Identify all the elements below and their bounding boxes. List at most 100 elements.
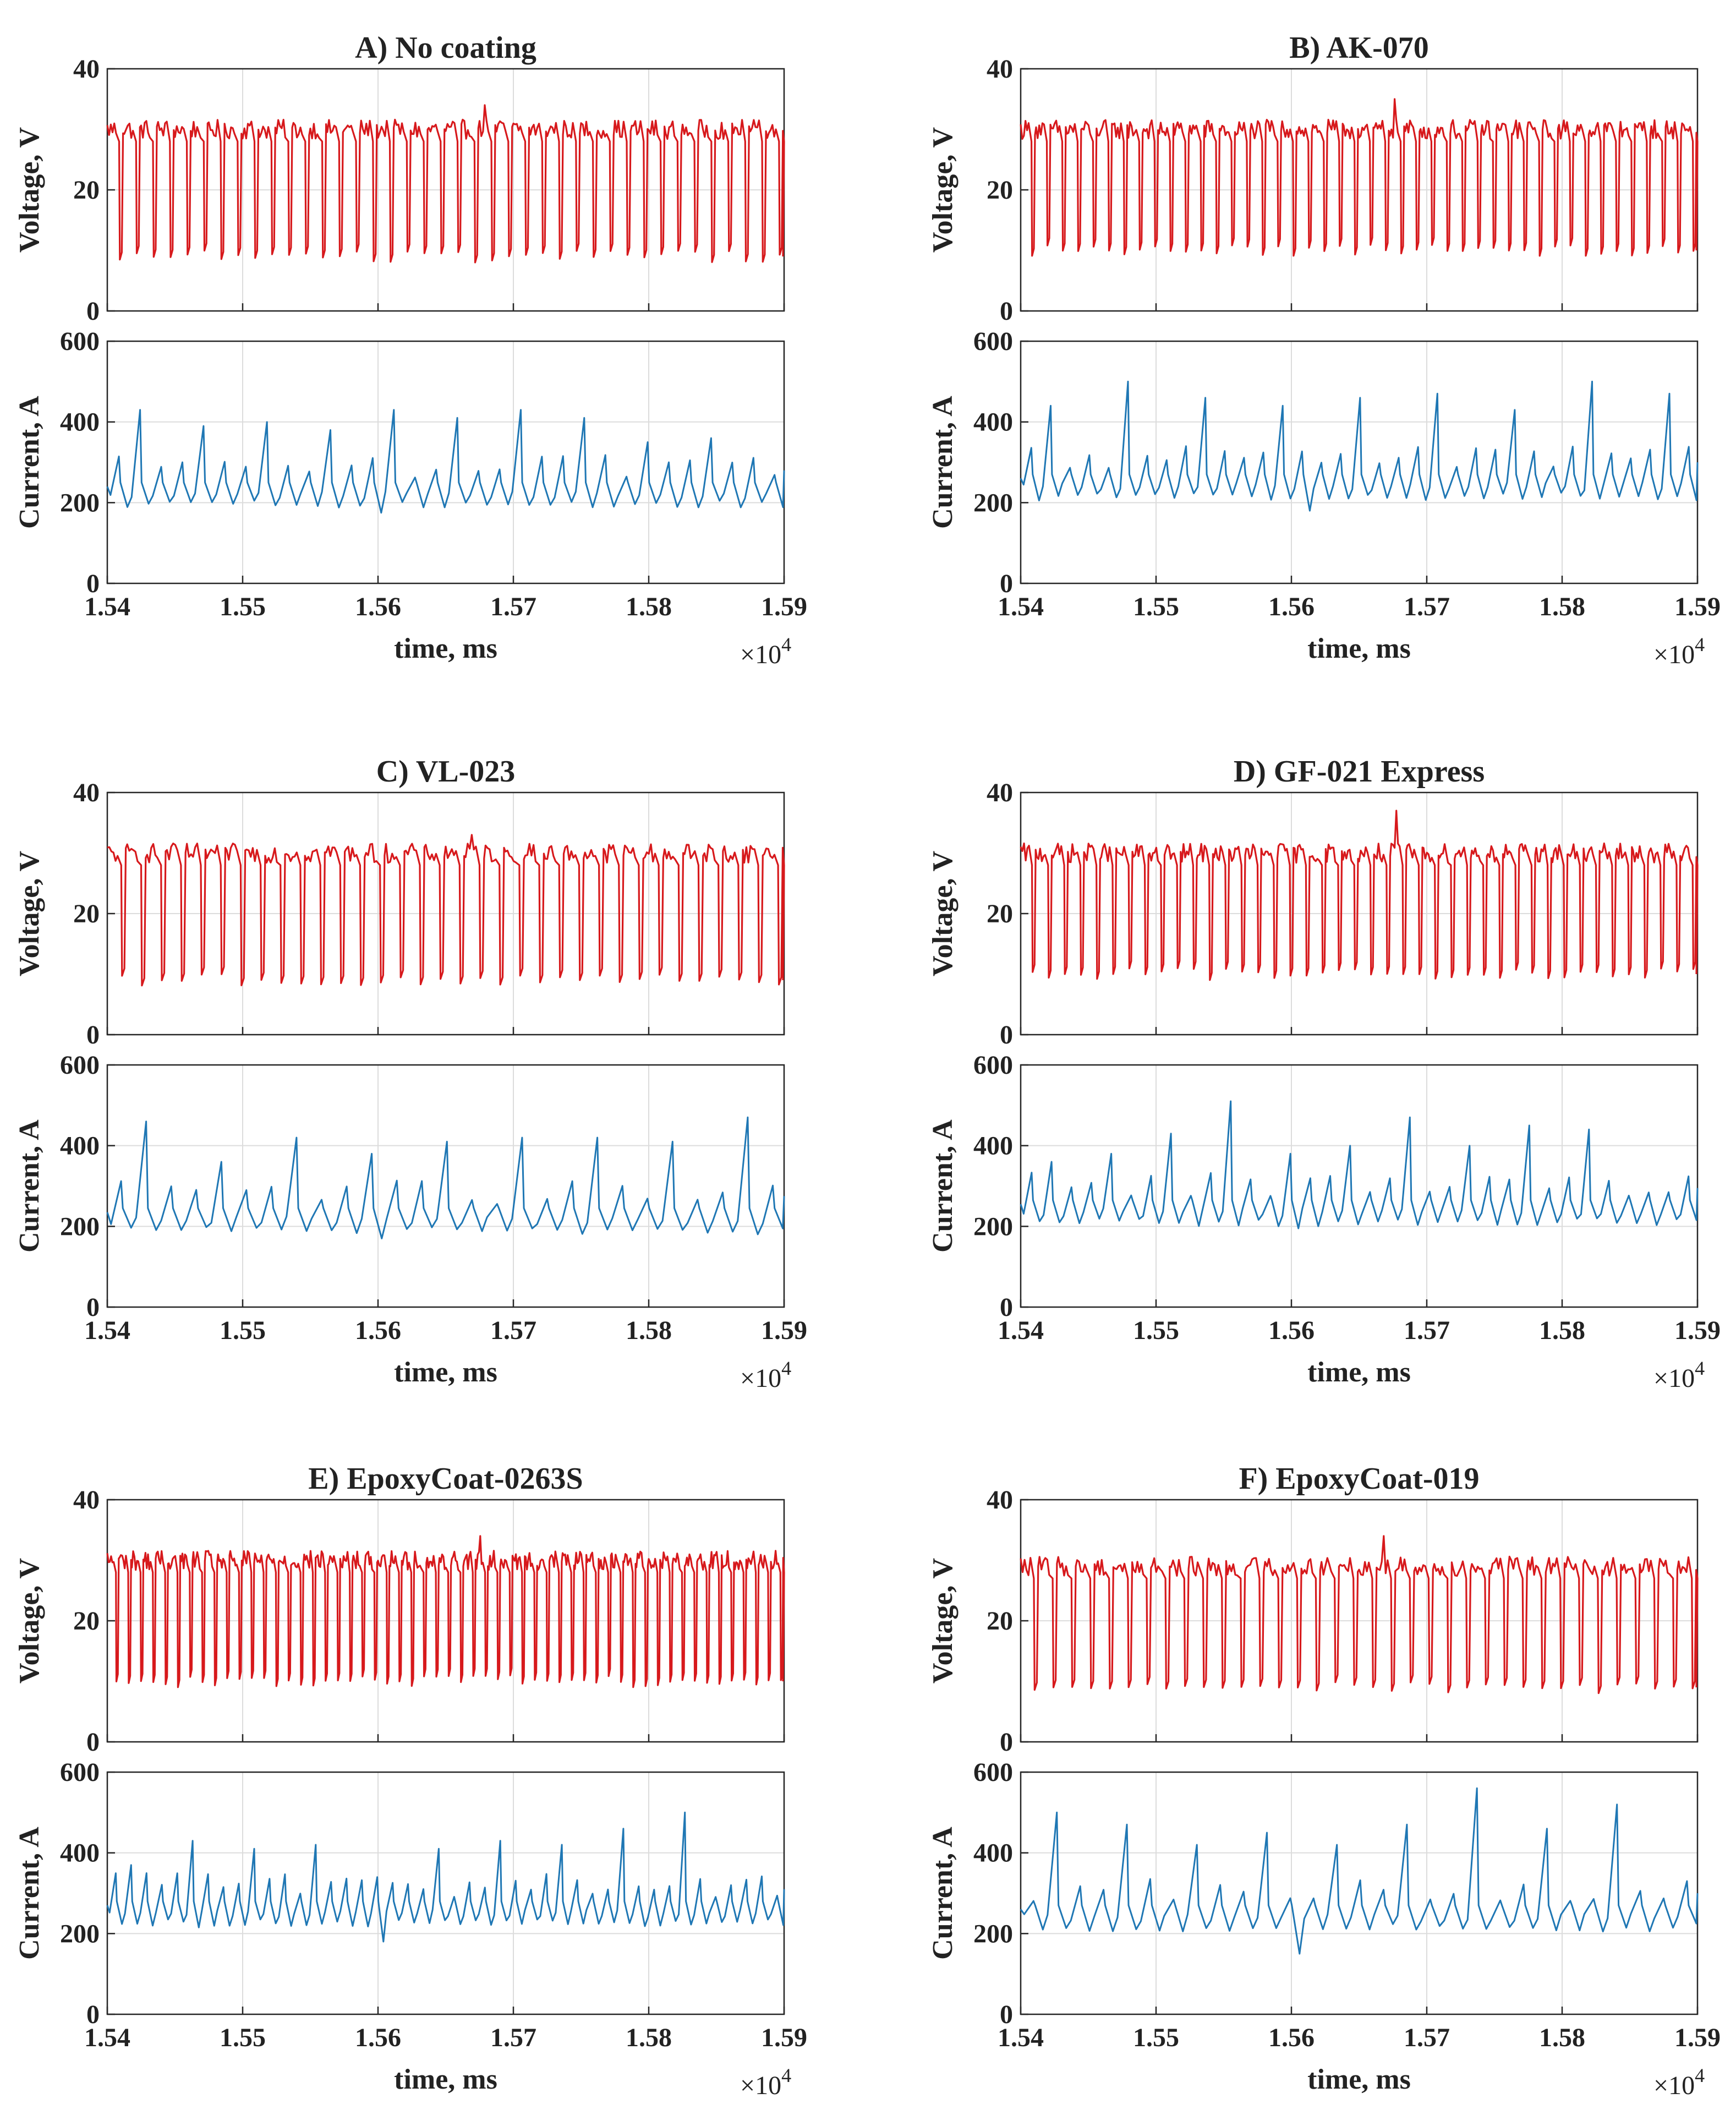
current-y-tick-label: 600	[60, 1051, 100, 1080]
x-tick-label: 1.58	[1539, 2023, 1585, 2052]
x-tick-label: 1.58	[626, 2023, 672, 2052]
current-y-tick-label: 400	[60, 408, 100, 437]
x-tick-label: 1.58	[1539, 1316, 1585, 1345]
x-axis-multiplier: ×104	[740, 633, 791, 669]
voltage-series-line	[106, 1535, 785, 1688]
x-axis-label: time, ms	[394, 1357, 497, 1388]
x-tick-label: 1.57	[1404, 2023, 1450, 2052]
voltage-axis-label: Voltage, V	[14, 1558, 45, 1684]
x-axis-label: time, ms	[394, 2064, 497, 2095]
x-axis-label: time, ms	[1307, 633, 1411, 664]
voltage-y-tick-label: 20	[987, 899, 1013, 928]
panel-d: D) GF-021 Express 0 20 40 Voltage, V 0 200 400 6…	[927, 755, 1721, 1393]
x-tick-label: 1.54	[84, 2023, 130, 2052]
current-axis-label: Current, A	[14, 1827, 45, 1960]
current-y-tick-label: 200	[973, 1919, 1013, 1948]
multiplier-exponent: 4	[781, 1357, 791, 1379]
multiplier-base: ×10	[740, 640, 781, 669]
x-tick-label: 1.54	[84, 1316, 130, 1345]
voltage-series-line	[107, 834, 785, 987]
x-tick-label: 1.57	[1404, 592, 1450, 621]
current-y-tick-label: 600	[60, 327, 100, 356]
x-tick-label: 1.54	[998, 2023, 1044, 2052]
x-tick-label: 1.54	[998, 1316, 1044, 1345]
voltage-axis-label: Voltage, V	[14, 127, 45, 253]
x-tick-label: 1.59	[761, 1316, 807, 1345]
panel-f: F) EpoxyCoat-019 0 20 40 Voltage, V 0 200 400 60…	[927, 1462, 1721, 2100]
voltage-axis-label: Voltage, V	[14, 851, 45, 976]
current-subplot: 0 200 400 600 1.54 1.55 1.56 1.57 1.58 1.59 Curren…	[14, 327, 807, 621]
multiplier-base: ×10	[740, 1364, 781, 1393]
current-y-tick-label: 200	[60, 1919, 100, 1948]
voltage-y-tick-label: 0	[1000, 297, 1013, 326]
voltage-axis-label: Voltage, V	[927, 127, 959, 253]
current-y-tick-label: 600	[973, 1758, 1013, 1787]
current-y-tick-label: 200	[973, 1212, 1013, 1241]
x-tick-label: 1.59	[761, 2023, 807, 2052]
x-tick-label: 1.58	[626, 592, 672, 621]
voltage-y-tick-label: 20	[73, 1606, 100, 1636]
multiplier-base: ×10	[1653, 640, 1695, 669]
x-tick-label: 1.54	[998, 592, 1044, 621]
current-subplot: 0 200 400 600 1.54 1.55 1.56 1.57 1.58 1.59 Curren…	[927, 1758, 1721, 2052]
panel-title: A) No coating	[355, 31, 536, 65]
multiplier-base: ×10	[740, 2071, 781, 2100]
current-axes-frame	[106, 340, 785, 584]
current-series-line	[1020, 1100, 1699, 1229]
multiplier-exponent: 4	[1695, 2064, 1705, 2086]
x-tick-label: 1.59	[1674, 2023, 1721, 2052]
voltage-y-tick-label: 40	[987, 54, 1013, 84]
multiplier-exponent: 4	[781, 2064, 791, 2086]
current-subplot: 0 200 400 600 1.54 1.55 1.56 1.57 1.58 1.59 Curren…	[14, 1051, 807, 1345]
current-y-tick-label: 600	[60, 1758, 100, 1787]
current-axis-label: Current, A	[927, 1827, 959, 1960]
current-series-line	[106, 1811, 785, 1943]
x-tick-label: 1.55	[1133, 592, 1179, 621]
voltage-subplot: 0 20 40 Voltage, V	[14, 1485, 785, 1757]
x-axis-multiplier: ×104	[1653, 2064, 1705, 2100]
x-axis-multiplier: ×104	[1653, 1357, 1705, 1393]
voltage-y-tick-label: 0	[1000, 1020, 1013, 1050]
current-y-tick-label: 200	[973, 488, 1013, 517]
panel-title: B) AK-070	[1289, 31, 1429, 65]
x-tick-label: 1.56	[355, 2023, 401, 2052]
current-axes-frame	[1020, 1064, 1699, 1308]
current-y-tick-label: 200	[60, 488, 100, 517]
x-tick-label: 1.59	[761, 592, 807, 621]
voltage-y-tick-label: 40	[73, 54, 100, 84]
current-y-tick-label: 0	[86, 569, 100, 598]
current-subplot: 0 200 400 600 1.54 1.55 1.56 1.57 1.58 1.59 Curren…	[14, 1758, 807, 2052]
current-series-line	[106, 409, 785, 514]
panel-e: E) EpoxyCoat-0263S 0 20 40 Voltage, V 0 200 400…	[14, 1462, 807, 2100]
x-tick-label: 1.58	[626, 1316, 672, 1345]
current-y-tick-label: 200	[60, 1212, 100, 1241]
voltage-y-tick-label: 0	[86, 297, 100, 326]
x-tick-label: 1.55	[1133, 2023, 1179, 2052]
current-y-tick-label: 0	[1000, 2000, 1013, 2029]
current-axis-label: Current, A	[14, 1119, 45, 1253]
current-series-line	[1020, 1787, 1699, 1955]
current-y-tick-label: 400	[60, 1132, 100, 1161]
x-tick-label: 1.55	[220, 2023, 266, 2052]
voltage-series-line	[1020, 1535, 1699, 1695]
current-axis-label: Current, A	[927, 396, 959, 529]
panel-title: F) EpoxyCoat-019	[1239, 1462, 1479, 1496]
x-tick-label: 1.58	[1539, 592, 1585, 621]
current-subplot: 0 200 400 600 1.54 1.55 1.56 1.57 1.58 1.59 Curren…	[927, 327, 1721, 621]
voltage-series-line	[1020, 810, 1699, 981]
x-axis-multiplier: ×104	[1653, 633, 1705, 669]
voltage-subplot: 0 20 40 Voltage, V	[927, 54, 1699, 326]
panel-a: A) No coating 0 20 40 Voltage, V 0 200 400 600 1.…	[14, 31, 807, 669]
x-tick-label: 1.54	[84, 592, 130, 621]
voltage-y-tick-label: 40	[987, 1485, 1013, 1515]
current-y-tick-label: 600	[973, 1051, 1013, 1080]
voltage-y-tick-label: 20	[73, 176, 100, 205]
multiplier-exponent: 4	[781, 633, 791, 655]
voltage-axis-label: Voltage, V	[927, 1558, 959, 1684]
voltage-y-tick-label: 20	[73, 899, 100, 928]
multiplier-exponent: 4	[1695, 1357, 1705, 1379]
x-axis-label: time, ms	[1307, 1357, 1411, 1388]
voltage-y-tick-label: 40	[73, 1485, 100, 1515]
panel-b: B) AK-070 0 20 40 Voltage, V 0 200 400 600 1.54 1.…	[927, 31, 1721, 669]
x-tick-label: 1.57	[490, 2023, 536, 2052]
